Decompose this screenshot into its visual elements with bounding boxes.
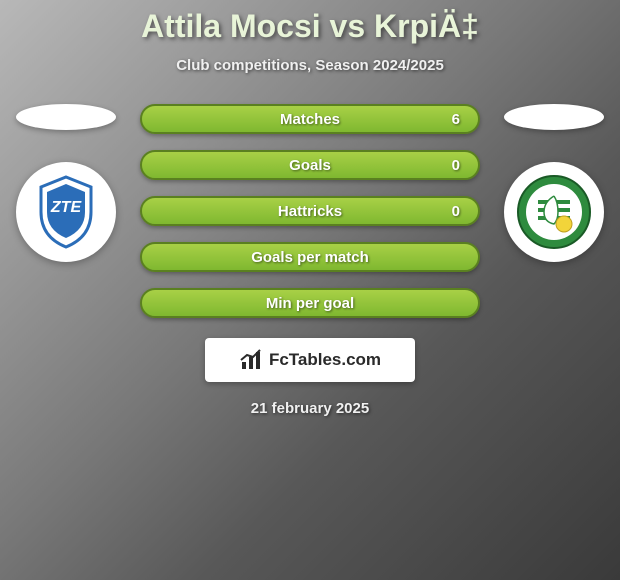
club-badge-right [504,162,604,262]
svg-text:ZTE: ZTE [50,199,83,216]
stat-label: Min per goal [266,295,354,312]
player-left-placeholder [16,104,116,130]
zte-shield-icon: ZTE [31,172,101,252]
chart-icon [239,348,263,372]
page-title: Attila Mocsi vs KrpiÄ‡ [141,8,479,45]
stat-label: Hattricks [278,203,342,220]
stat-bar-goals-per-match: Goals per match [140,242,480,272]
stat-right-value: 0 [452,203,460,220]
club-badge-left: ZTE [16,162,116,262]
stat-bar-goals: Goals 0 [140,150,480,180]
subtitle: Club competitions, Season 2024/2025 [176,57,444,74]
player-left-column: ZTE [16,104,116,262]
stat-right-value: 0 [452,157,460,174]
logo-text: FcTables.com [269,350,381,370]
stat-bar-hattricks: Hattricks 0 [140,196,480,226]
stats-bars: Matches 6 Goals 0 Hattricks 0 Goals per … [140,104,480,318]
stat-right-value: 6 [452,111,460,128]
player-right-placeholder [504,104,604,130]
stat-bar-matches: Matches 6 [140,104,480,134]
date-label: 21 february 2025 [251,400,369,417]
fctables-logo-box[interactable]: FcTables.com [205,338,415,382]
stats-section: ZTE Matches 6 Goals 0 Hattricks 0 [0,104,620,318]
player-right-column [504,104,604,262]
stat-label: Goals [289,157,331,174]
eto-badge-icon [514,172,594,252]
stat-label: Matches [280,111,340,128]
main-container: Attila Mocsi vs KrpiÄ‡ Club competitions… [0,0,620,580]
stat-bar-min-per-goal: Min per goal [140,288,480,318]
stat-label: Goals per match [251,249,369,266]
